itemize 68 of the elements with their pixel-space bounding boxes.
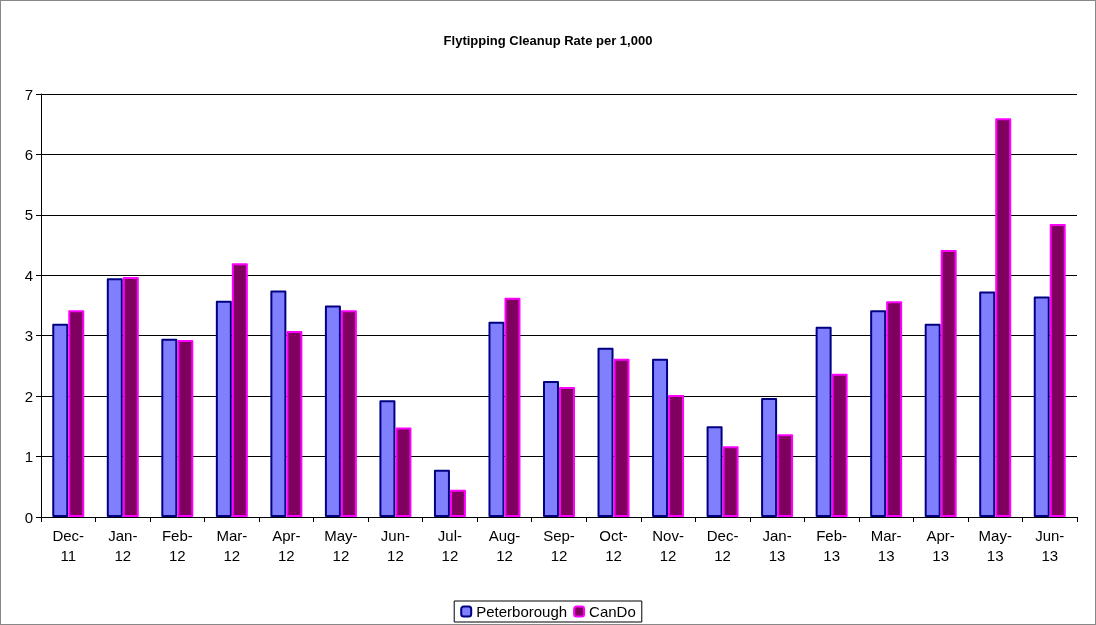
bar — [68, 310, 85, 517]
x-tick-label: Feb-12 — [161, 526, 193, 564]
bar — [177, 339, 194, 517]
bar — [886, 301, 903, 517]
x-tick-label: Oct-12 — [599, 526, 628, 564]
y-tick-label: 4 — [24, 266, 33, 284]
x-tick-label: Feb-13 — [816, 526, 848, 564]
x-tick-label: Apr-13 — [926, 526, 955, 564]
x-tick-label: Dec-11 — [52, 526, 85, 564]
bar — [652, 358, 669, 517]
y-tick-label: 6 — [24, 145, 33, 163]
bar — [215, 300, 232, 517]
bar — [940, 249, 957, 517]
bar — [559, 387, 575, 517]
x-tick-label: Mar-13 — [870, 526, 902, 564]
bar — [1033, 296, 1050, 517]
bar — [449, 489, 466, 517]
bar — [543, 381, 559, 517]
bar — [924, 323, 941, 517]
x-tick-label: May-12 — [324, 526, 358, 564]
bar — [379, 400, 396, 517]
bar — [395, 427, 412, 517]
legend-label: Peterborough — [476, 603, 568, 620]
y-tick-label: 1 — [24, 448, 33, 466]
y-tick-label: 3 — [24, 327, 33, 345]
bar — [979, 291, 996, 517]
bar — [488, 321, 505, 517]
y-tick-label: 5 — [24, 206, 33, 224]
legend-label: CanDo — [589, 603, 636, 620]
x-tick-label: Dec-12 — [706, 526, 739, 564]
bar — [1049, 223, 1066, 517]
bar — [706, 426, 723, 517]
y-tick-label: 7 — [24, 85, 33, 103]
bar — [340, 310, 357, 517]
y-tick-label: 0 — [24, 508, 33, 526]
x-tick-label: Sep-12 — [543, 526, 575, 564]
bar — [504, 297, 521, 517]
bar — [52, 323, 69, 517]
x-tick-label: Jun-12 — [380, 526, 411, 564]
x-tick-label: Jan-13 — [762, 526, 792, 564]
bar — [433, 469, 450, 517]
bar — [815, 326, 832, 517]
bar — [122, 277, 139, 517]
x-tick-label: Mar-12 — [216, 526, 248, 564]
bar — [613, 358, 630, 517]
x-tick-label: May-13 — [978, 526, 1012, 564]
bar — [777, 434, 794, 517]
bar — [870, 310, 887, 517]
x-tick-label: Aug-12 — [488, 526, 521, 564]
y-tick-label: 2 — [24, 387, 33, 405]
x-tick-label: Nov-12 — [652, 526, 684, 564]
bar — [106, 278, 123, 517]
x-tick-label: Jan-12 — [108, 526, 138, 564]
bar — [231, 263, 248, 517]
bar — [324, 305, 341, 517]
bar — [270, 290, 287, 517]
bar — [831, 373, 848, 517]
bar — [161, 338, 178, 517]
bar — [722, 446, 739, 517]
x-tick-label: Apr-12 — [272, 526, 301, 564]
bar — [668, 394, 685, 517]
bar — [995, 118, 1012, 517]
bar — [761, 397, 778, 517]
x-tick-label: Jun-13 — [1035, 526, 1065, 564]
x-tick-label: Jul-12 — [437, 526, 463, 564]
bar — [286, 330, 303, 517]
bar — [597, 347, 614, 517]
chart-title: Flytipping Cleanup Rate per 1,000 — [443, 33, 653, 48]
